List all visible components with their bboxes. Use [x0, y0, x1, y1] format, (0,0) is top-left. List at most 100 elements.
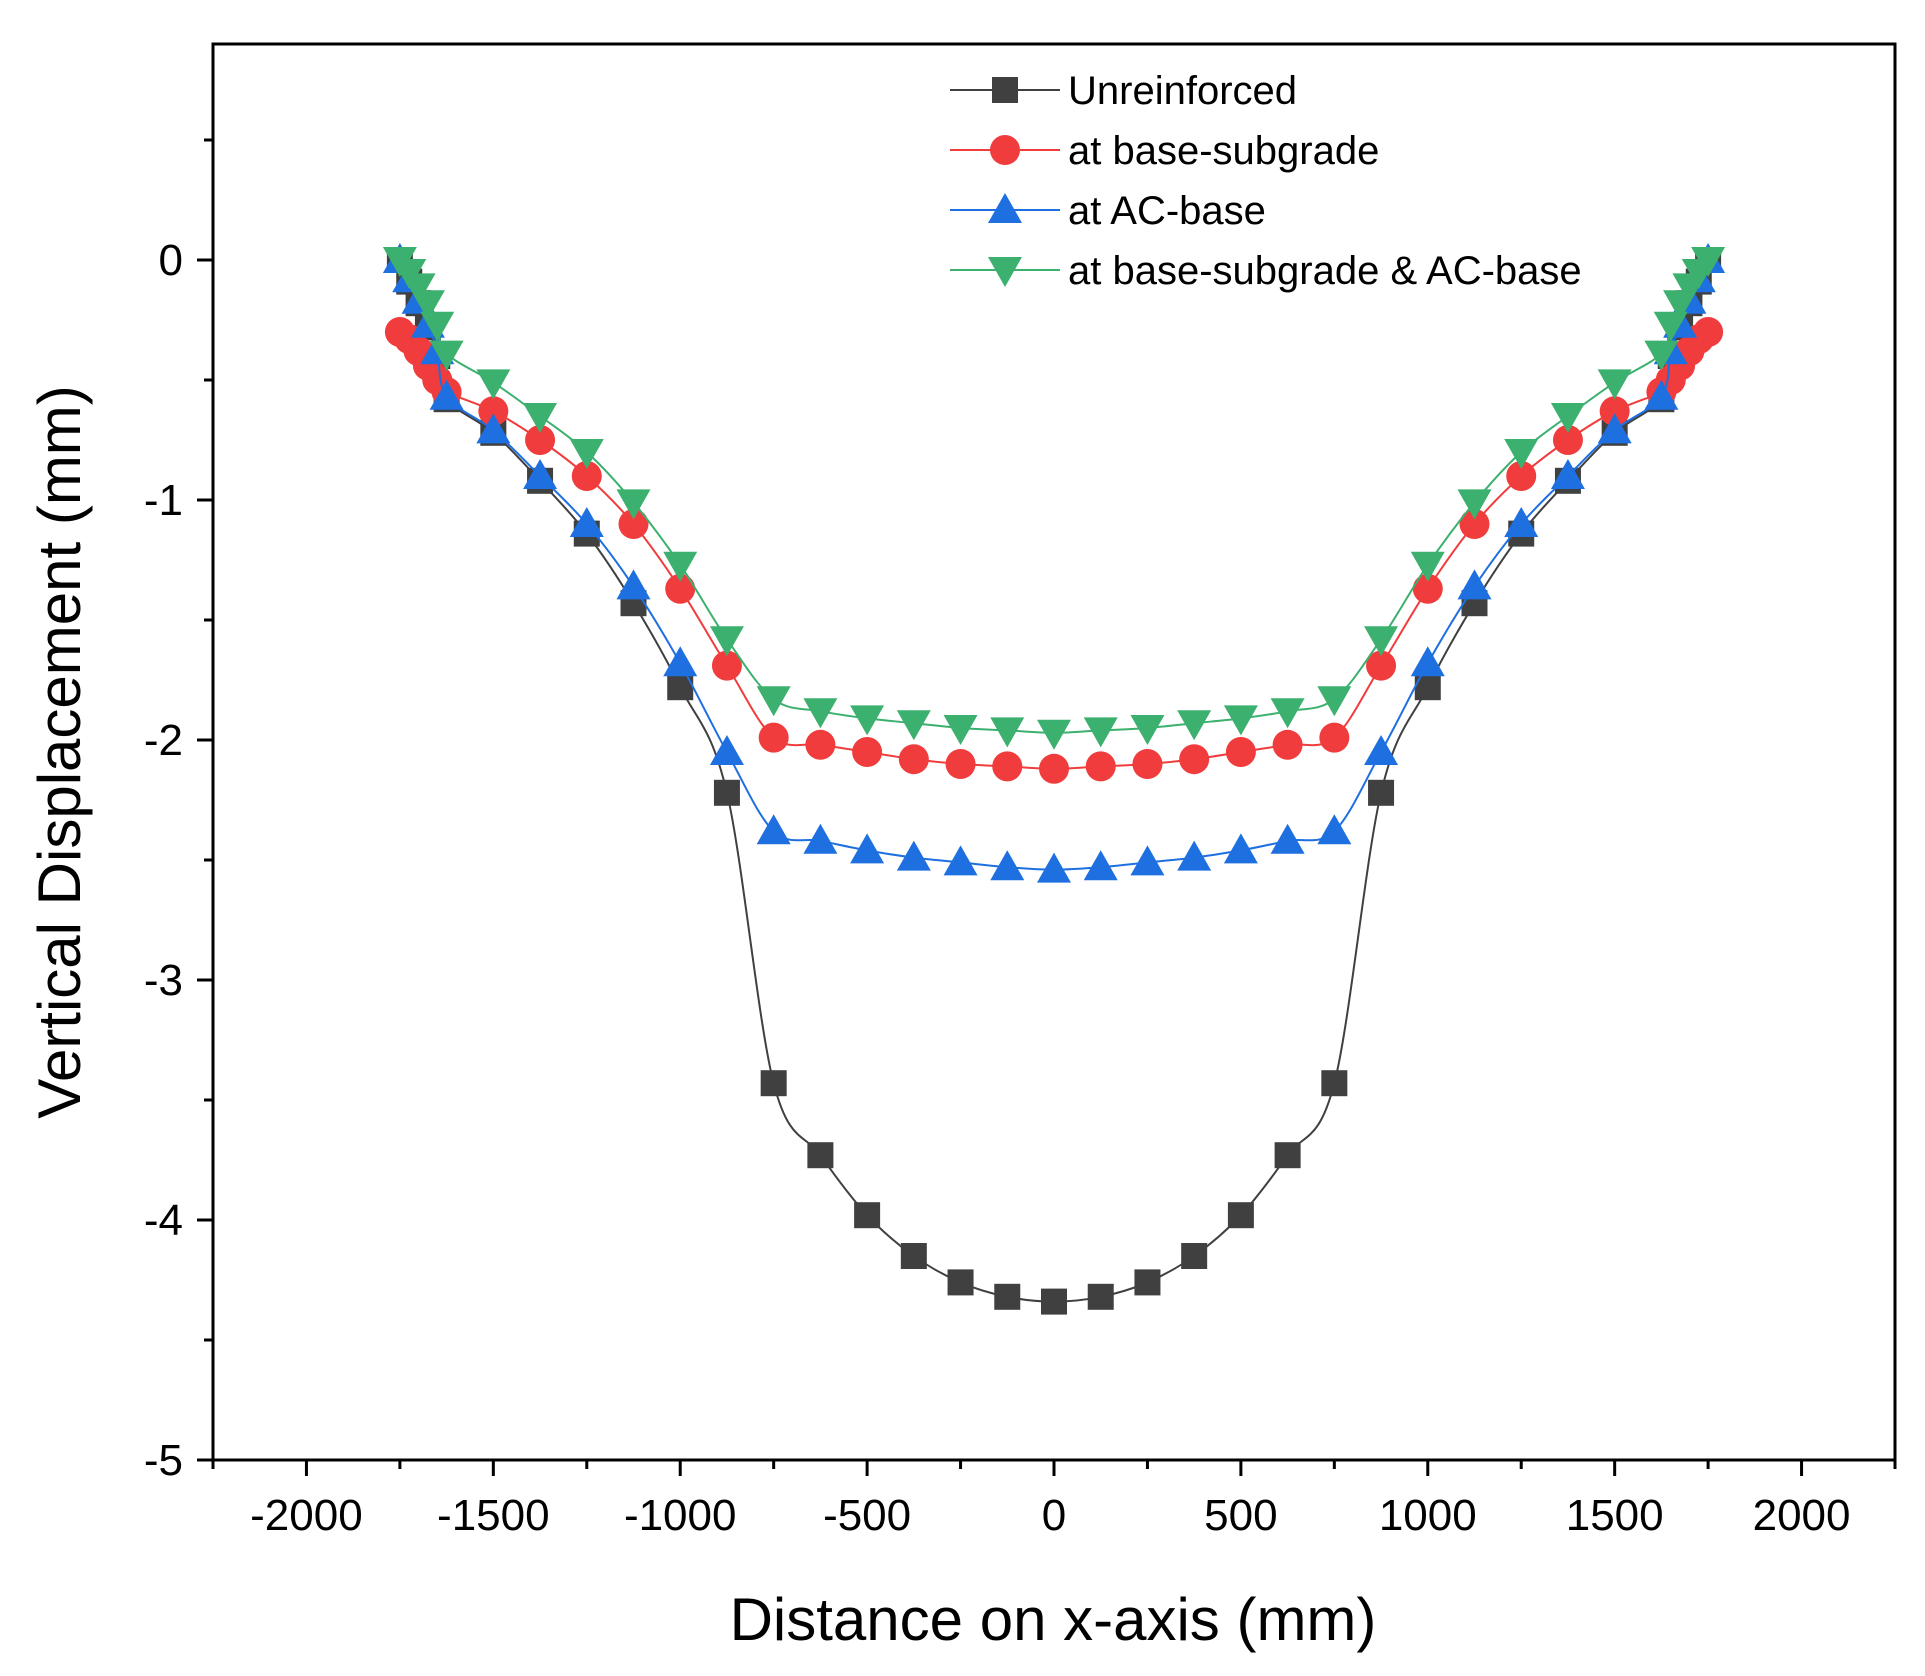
data-point — [1270, 698, 1305, 729]
data-point — [1410, 551, 1445, 582]
data-point — [1412, 573, 1443, 604]
data-point — [854, 1202, 881, 1229]
data-point — [1653, 311, 1688, 342]
data-point — [1366, 650, 1397, 681]
data-point — [571, 461, 602, 491]
data-point — [990, 850, 1025, 881]
y-tick-label: -2 — [144, 716, 183, 765]
x-tick-label: 500 — [1204, 1491, 1277, 1540]
x-tick-label: 0 — [1042, 1491, 1066, 1540]
data-point — [1037, 719, 1071, 750]
data-point — [663, 646, 698, 677]
data-point — [478, 396, 509, 427]
y-tick-label: 0 — [159, 236, 183, 285]
data-point — [850, 833, 885, 864]
data-point — [523, 403, 558, 433]
data-point — [1693, 317, 1724, 347]
data-point — [709, 626, 744, 657]
data-point — [805, 729, 836, 760]
x-tick-label: 1500 — [1566, 1491, 1664, 1540]
data-point — [760, 1070, 787, 1097]
data-point — [1364, 626, 1399, 657]
legend: Unreinforced at base-subgrade at AC-base at… — [950, 69, 1582, 293]
data-point — [709, 735, 744, 765]
legend-marker — [990, 135, 1020, 165]
data-point — [1504, 507, 1539, 537]
data-point — [807, 1142, 834, 1169]
data-point — [1368, 779, 1395, 806]
data-point — [663, 551, 698, 582]
data-point — [1457, 489, 1492, 520]
data-point — [1177, 710, 1212, 741]
data-point — [618, 509, 649, 539]
data-point — [803, 823, 838, 854]
data-point — [1506, 461, 1537, 491]
data-point — [1457, 569, 1492, 600]
data-point — [1317, 814, 1352, 845]
y-axis-title: Vertical Displacement (mm) — [26, 385, 93, 1119]
data-point — [1223, 705, 1258, 736]
data-point — [410, 290, 445, 321]
data-point — [1459, 509, 1490, 539]
data-point — [1319, 722, 1350, 753]
legend-label: at base-subgrade — [1068, 129, 1379, 173]
data-point — [1272, 729, 1303, 760]
x-tick-label: -1500 — [437, 1491, 550, 1540]
data-point — [1179, 744, 1210, 775]
data-point — [1130, 715, 1165, 745]
data-point — [992, 751, 1023, 782]
series-layer — [382, 243, 1726, 1315]
data-point — [943, 845, 978, 876]
x-axis-ticks: -2000 -1500 -1000 -500 0 500 1000 1500 2000 — [211, 1460, 1897, 1540]
data-point — [420, 311, 455, 342]
y-tick-label: -4 — [144, 1196, 183, 1245]
data-point — [947, 1269, 974, 1296]
x-tick-label: 2000 — [1753, 1491, 1851, 1540]
y-tick-label: -1 — [144, 476, 183, 525]
data-point — [616, 489, 651, 520]
data-point — [476, 413, 511, 444]
data-point — [1083, 717, 1118, 748]
x-tick-label: -500 — [823, 1491, 911, 1540]
data-point — [1599, 396, 1630, 427]
data-point — [1134, 1269, 1161, 1296]
data-point — [616, 569, 651, 600]
legend-label: at AC-base — [1068, 189, 1266, 233]
data-point — [1691, 247, 1726, 277]
data-point — [756, 686, 791, 717]
data-point — [1270, 823, 1305, 854]
x-axis-title: Distance on x-axis (mm) — [730, 1586, 1377, 1653]
legend-marker — [988, 193, 1022, 223]
series-3 — [382, 243, 1726, 883]
data-point — [569, 439, 604, 469]
data-point — [1274, 1142, 1301, 1169]
data-point — [429, 379, 464, 410]
data-point — [713, 779, 740, 806]
data-point — [1039, 753, 1069, 784]
data-point — [850, 705, 885, 736]
x-tick-label: 1000 — [1379, 1491, 1477, 1540]
legend-marker — [992, 77, 1018, 103]
data-point — [943, 715, 978, 745]
data-point — [1037, 852, 1071, 883]
data-point — [898, 744, 929, 775]
data-point — [476, 369, 511, 400]
legend-label: at base-subgrade & AC-base — [1068, 249, 1582, 293]
data-point — [1227, 1202, 1254, 1229]
data-point — [1364, 735, 1399, 765]
legend-label: Unreinforced — [1068, 69, 1297, 113]
data-point — [569, 507, 604, 537]
data-point — [1223, 833, 1258, 864]
legend-marker — [988, 257, 1022, 287]
data-point — [1041, 1288, 1067, 1315]
data-point — [1597, 369, 1632, 400]
data-point — [1087, 1283, 1114, 1310]
data-point — [401, 273, 436, 304]
data-point — [900, 1243, 927, 1269]
data-point — [1644, 340, 1679, 371]
data-point — [1225, 737, 1256, 767]
data-point — [1552, 425, 1583, 455]
data-point — [1083, 850, 1118, 881]
data-point — [1130, 845, 1165, 876]
